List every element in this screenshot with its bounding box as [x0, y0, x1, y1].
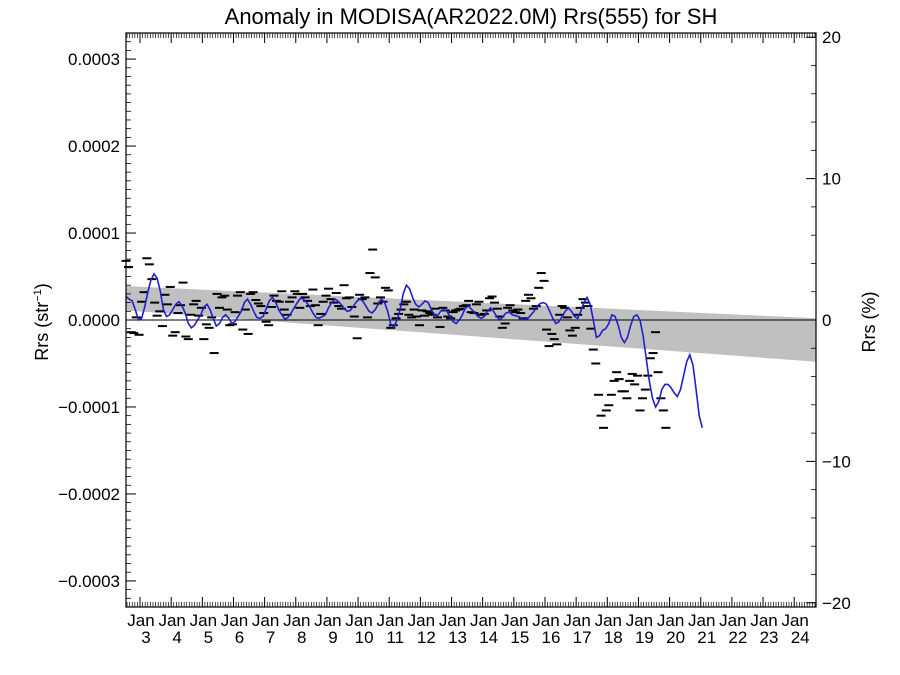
- x-tick-label-month: Jan: [657, 611, 684, 630]
- x-tick-label-year: 18: [604, 628, 623, 647]
- y-axis-left-label-sup: −1: [32, 289, 44, 302]
- x-tick-label-year: 7: [266, 628, 275, 647]
- y-left-tick-label: 0.0000: [68, 311, 120, 330]
- x-tick-label-month: Jan: [345, 611, 372, 630]
- x-tick-label-month: Jan: [158, 611, 185, 630]
- x-tick-label-month: Jan: [377, 611, 404, 630]
- x-tick-label-month: Jan: [252, 611, 279, 630]
- x-tick-label-month: Jan: [750, 611, 777, 630]
- x-tick-label-month: Jan: [781, 611, 808, 630]
- x-tick-label-month: Jan: [408, 611, 435, 630]
- x-tick-label-year: 6: [235, 628, 244, 647]
- x-tick-label-year: 17: [573, 628, 592, 647]
- x-tick-label-month: Jan: [626, 611, 653, 630]
- smoothed-anomaly-line: [125, 272, 704, 428]
- x-tick-label-year: 16: [542, 628, 561, 647]
- y-right-tick-label: 20: [822, 28, 841, 47]
- plot-area: [121, 248, 816, 429]
- x-tick-label-year: 12: [417, 628, 436, 647]
- x-tick-label-year: 14: [479, 628, 498, 647]
- y-right-tick-label: −10: [822, 452, 851, 471]
- x-tick-label-year: 5: [204, 628, 213, 647]
- x-tick-label-year: 4: [172, 628, 181, 647]
- y-left-tick-label: 0.0003: [68, 50, 120, 69]
- y-left-tick-label: −0.0002: [58, 485, 120, 504]
- y-axis-left-label-close: ): [32, 283, 52, 289]
- x-tick-label-month: Jan: [595, 611, 622, 630]
- y-left-tick-label: 0.0002: [68, 137, 120, 156]
- chart-title: Anomaly in MODISA(AR2022.0M) Rrs(555) fo…: [225, 4, 718, 29]
- x-tick-label-year: 15: [510, 628, 529, 647]
- x-tick-label-year: 20: [666, 628, 685, 647]
- x-tick-label-month: Jan: [532, 611, 559, 630]
- y-axis-right-label: Rrs (%): [859, 292, 879, 353]
- x-tick-label-month: Jan: [719, 611, 746, 630]
- x-tick-label-month: Jan: [470, 611, 497, 630]
- x-tick-label-year: 23: [760, 628, 779, 647]
- x-tick-label-year: 19: [635, 628, 654, 647]
- x-tick-label-year: 24: [791, 628, 810, 647]
- x-tick-label-year: 11: [386, 628, 404, 647]
- y-right-tick-label: −20: [822, 594, 851, 613]
- y-axis-left-label: Rrs (str−1): [32, 283, 52, 361]
- x-tick-label-month: Jan: [688, 611, 715, 630]
- x-tick-label-year: 8: [297, 628, 306, 647]
- y-left-tick-label: −0.0001: [58, 398, 120, 417]
- x-tick-label-month: Jan: [439, 611, 466, 630]
- x-tick-label-month: Jan: [314, 611, 341, 630]
- x-tick-label-year: 21: [697, 628, 716, 647]
- x-tick-label-year: 13: [448, 628, 467, 647]
- x-tick-label-month: Jan: [501, 611, 528, 630]
- y-right-tick-label: 0: [822, 311, 831, 330]
- x-tick-label-year: 10: [355, 628, 374, 647]
- y-right-tick-label: 10: [822, 170, 841, 189]
- x-tick-label-month: Jan: [190, 611, 217, 630]
- axes: 0.0003 0.0002 0.0001 0.0000 −0.0001 −0.0002 −0…: [58, 28, 851, 647]
- y-axis-left-label-main: Rrs (str: [32, 302, 52, 361]
- x-tick-label-year: 3: [141, 628, 150, 647]
- y-left-tick-label: 0.0001: [68, 224, 120, 243]
- x-tick-label-month: Jan: [563, 611, 590, 630]
- y-left-tick-label: −0.0003: [58, 572, 120, 591]
- x-tick-label-month: Jan: [127, 611, 154, 630]
- x-tick-label-month: Jan: [283, 611, 310, 630]
- x-tick-label-year: 22: [728, 628, 747, 647]
- x-tick-label-year: 9: [328, 628, 337, 647]
- x-tick-label-month: Jan: [221, 611, 248, 630]
